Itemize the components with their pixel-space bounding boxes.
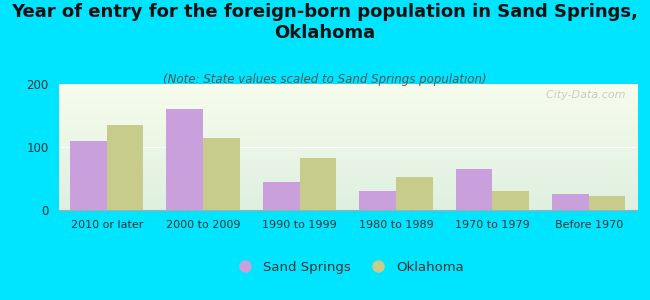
Bar (263, 182, 300, 210)
Bar (589, 196, 625, 210)
Legend: Sand Springs, Oklahoma: Sand Springs, Oklahoma (226, 255, 469, 279)
Text: City-Data.com: City-Data.com (539, 90, 625, 100)
Bar (70, 141, 107, 210)
Bar (456, 169, 493, 210)
Text: Year of entry for the foreign-born population in Sand Springs,
Oklahoma: Year of entry for the foreign-born popul… (12, 3, 638, 42)
Bar (396, 177, 433, 210)
Text: (Note: State values scaled to Sand Springs population): (Note: State values scaled to Sand Sprin… (163, 74, 487, 86)
Bar (166, 109, 203, 210)
Bar (300, 158, 336, 210)
Bar (552, 194, 589, 210)
Bar (203, 137, 240, 210)
Bar (493, 191, 529, 210)
Bar (107, 125, 144, 210)
Bar (359, 191, 396, 210)
